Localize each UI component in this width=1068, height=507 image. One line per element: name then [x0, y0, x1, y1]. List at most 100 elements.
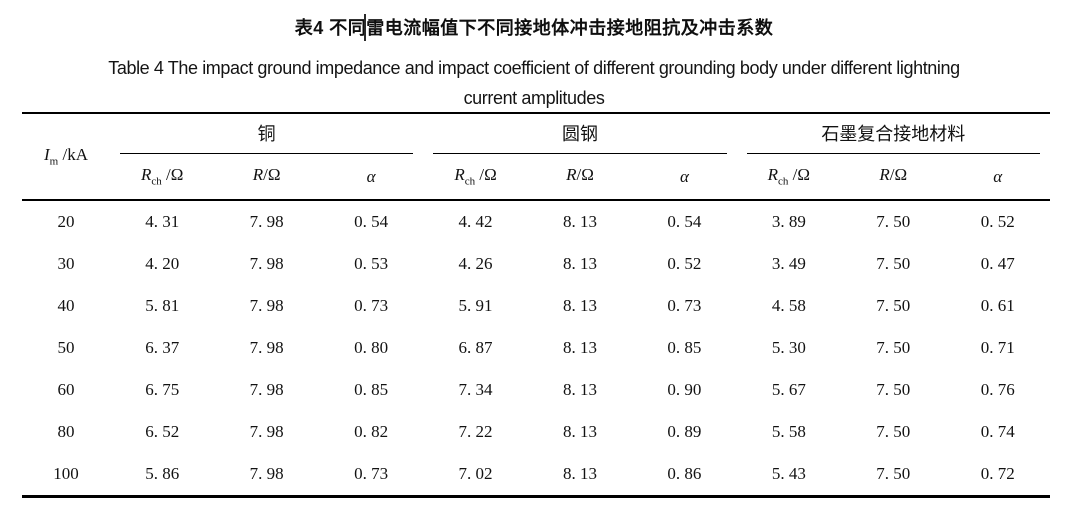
group-header-round-steel: 圆钢	[423, 113, 736, 154]
value-cell: 0. 90	[667, 380, 702, 399]
value-cell: 7. 34	[458, 380, 493, 399]
sub-header-row: Rch /Ω R/Ω α Rch /Ω R/Ω α Rch /Ω R/Ω α	[22, 154, 1050, 200]
col-header-alpha: α	[993, 166, 1003, 186]
table-body: 20 4. 31 7. 98 0. 54 4. 42 8. 13 0. 54 3…	[22, 200, 1050, 497]
table-row: 30 4. 20 7. 98 0. 53 4. 26 8. 13 0. 52 3…	[22, 243, 1050, 285]
im-cell: 20	[57, 212, 75, 231]
value-cell: 6. 37	[145, 338, 180, 357]
value-cell: 4. 58	[771, 296, 806, 315]
text-cursor[interactable]	[364, 14, 366, 41]
im-cell: 50	[57, 338, 75, 357]
col-header-r: R/Ω	[566, 165, 594, 185]
value-cell: 0. 54	[667, 212, 702, 231]
table-header: Im /kA 铜 圆钢 石墨复合接地材料 Rch /Ω R/Ω α Rch /Ω…	[22, 113, 1050, 200]
value-cell: 7. 98	[249, 212, 284, 231]
col-header-r: R/Ω	[252, 165, 281, 185]
group-header-row: Im /kA 铜 圆钢 石墨复合接地材料	[22, 113, 1050, 168]
value-cell: 0. 54	[354, 212, 389, 231]
value-cell: 7. 22	[458, 422, 493, 441]
value-cell: 6. 75	[145, 380, 180, 399]
value-cell: 7. 50	[876, 212, 911, 231]
value-cell: 7. 98	[249, 296, 284, 315]
im-cell: 40	[57, 296, 75, 315]
value-cell: 0. 89	[667, 422, 702, 441]
value-cell: 7. 98	[249, 338, 284, 357]
value-cell: 0. 76	[980, 380, 1015, 399]
value-cell: 4. 31	[145, 212, 180, 231]
value-cell: 5. 58	[771, 422, 806, 441]
group-label-copper: 铜	[257, 124, 276, 144]
value-cell: 8. 13	[562, 338, 597, 357]
col-header-alpha: α	[679, 166, 689, 186]
value-cell: 0. 85	[667, 338, 702, 357]
table-caption-en-line1: Table 4 The impact ground impedance and …	[108, 58, 960, 78]
value-cell: 5. 91	[458, 296, 493, 315]
value-cell: 4. 26	[458, 254, 493, 273]
value-cell: 7. 50	[876, 380, 911, 399]
table-caption-en-line2: current amplitudes	[463, 88, 605, 108]
table-caption-zh: 表4 不同雷电流幅值下不同接地体冲击接地阻抗及冲击系数	[294, 18, 774, 38]
value-cell: 5. 43	[771, 464, 806, 483]
value-cell: 3. 89	[771, 212, 806, 231]
group-header-copper: 铜	[110, 113, 423, 154]
value-cell: 7. 02	[458, 464, 493, 483]
value-cell: 3. 49	[771, 254, 806, 273]
im-cell: 30	[57, 254, 75, 273]
value-cell: 0. 85	[354, 380, 389, 399]
value-cell: 0. 47	[980, 254, 1015, 273]
table-row: 100 5. 86 7. 98 0. 73 7. 02 8. 13 0. 86 …	[22, 453, 1050, 497]
value-cell: 7. 50	[876, 338, 911, 357]
col-header-r: R/Ω	[879, 165, 908, 185]
table-caption-en: Table 4 The impact ground impedance and …	[0, 53, 1068, 113]
col-header-rch: Rch /Ω	[141, 165, 184, 188]
value-cell: 0. 71	[980, 338, 1015, 357]
table-row: 40 5. 81 7. 98 0. 73 5. 91 8. 13 0. 73 4…	[22, 285, 1050, 327]
value-cell: 7. 98	[249, 464, 284, 483]
impact-impedance-table: Im /kA 铜 圆钢 石墨复合接地材料 Rch /Ω R/Ω α Rch /Ω…	[22, 112, 1050, 498]
value-cell: 0. 73	[354, 296, 389, 315]
value-cell: 8. 13	[562, 296, 597, 315]
value-cell: 7. 98	[249, 254, 284, 273]
value-cell: 0. 52	[980, 212, 1015, 231]
value-cell: 0. 82	[354, 422, 389, 441]
value-cell: 7. 50	[876, 422, 911, 441]
table-row: 60 6. 75 7. 98 0. 85 7. 34 8. 13 0. 90 5…	[22, 369, 1050, 411]
table-container: Im /kA 铜 圆钢 石墨复合接地材料 Rch /Ω R/Ω α Rch /Ω…	[22, 112, 1050, 498]
value-cell: 8. 13	[562, 464, 597, 483]
table-row: 80 6. 52 7. 98 0. 82 7. 22 8. 13 0. 89 5…	[22, 411, 1050, 453]
im-cell: 80	[57, 422, 75, 441]
col-header-current: Im /kA	[22, 113, 110, 200]
value-cell: 5. 67	[771, 380, 806, 399]
im-cell: 100	[53, 464, 79, 483]
value-cell: 7. 98	[249, 422, 284, 441]
col-header-rch: Rch /Ω	[454, 165, 497, 188]
value-cell: 0. 72	[980, 464, 1015, 483]
table-row: 50 6. 37 7. 98 0. 80 6. 87 8. 13 0. 85 5…	[22, 327, 1050, 369]
value-cell: 7. 50	[876, 254, 911, 273]
value-cell: 7. 50	[876, 296, 911, 315]
col-header-alpha: α	[366, 166, 376, 186]
current-subscript: m	[49, 155, 59, 168]
value-cell: 5. 30	[771, 338, 806, 357]
current-unit: /kA	[58, 145, 88, 165]
value-cell: 0. 80	[354, 338, 389, 357]
value-cell: 7. 50	[876, 464, 911, 483]
group-header-graphite-composite: 石墨复合接地材料	[737, 113, 1050, 154]
value-cell: 5. 86	[145, 464, 180, 483]
table-row: 20 4. 31 7. 98 0. 54 4. 42 8. 13 0. 54 3…	[22, 200, 1050, 243]
value-cell: 4. 20	[145, 254, 180, 273]
value-cell: 0. 73	[354, 464, 389, 483]
value-cell: 6. 87	[458, 338, 493, 357]
value-cell: 0. 74	[980, 422, 1015, 441]
col-header-rch: Rch /Ω	[767, 165, 811, 188]
value-cell: 8. 13	[562, 212, 597, 231]
value-cell: 7. 98	[249, 380, 284, 399]
value-cell: 8. 13	[562, 254, 597, 273]
value-cell: 0. 53	[354, 254, 389, 273]
group-label-graphite-composite: 石墨复合接地材料	[821, 124, 966, 144]
value-cell: 8. 13	[562, 380, 597, 399]
value-cell: 6. 52	[145, 422, 180, 441]
value-cell: 4. 42	[458, 212, 493, 231]
group-label-round-steel: 圆钢	[561, 124, 598, 144]
